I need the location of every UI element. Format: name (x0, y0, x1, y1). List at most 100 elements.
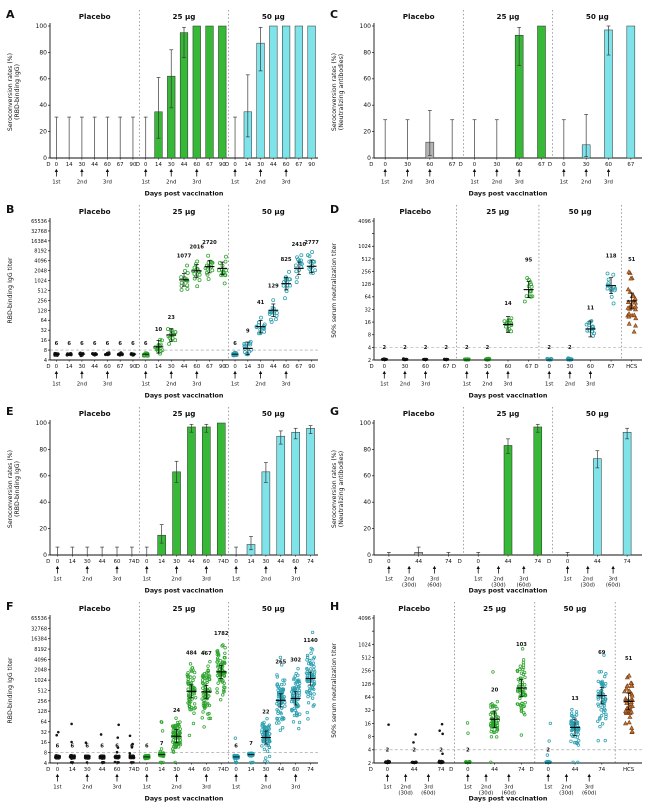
svg-text:D: D (135, 767, 139, 773)
svg-text:60: 60 (193, 162, 200, 168)
svg-text:32768: 32768 (31, 229, 47, 235)
svg-text:D: D (369, 767, 373, 773)
svg-text:3rd: 3rd (504, 785, 513, 791)
svg-text:50 µg: 50 µg (262, 207, 285, 216)
svg-text:2nd: 2nd (481, 785, 491, 791)
svg-text:4096: 4096 (358, 616, 371, 622)
svg-text:3rd: 3rd (103, 180, 112, 186)
svg-text:60: 60 (363, 473, 371, 480)
svg-text:1st: 1st (381, 180, 389, 186)
svg-text:80: 80 (39, 49, 47, 56)
svg-text:3rd: 3rd (424, 785, 433, 791)
svg-text:256: 256 (361, 269, 371, 275)
svg-text:3rd: 3rd (103, 382, 112, 388)
svg-text:2nd: 2nd (261, 785, 271, 791)
svg-text:6: 6 (234, 743, 238, 749)
svg-text:RBD-binding IgG titer: RBD-binding IgG titer (7, 657, 14, 723)
svg-text:7: 7 (160, 741, 164, 747)
svg-text:Days post vaccination: Days post vaccination (469, 587, 548, 595)
svg-text:20: 20 (363, 526, 371, 533)
svg-text:(60d): (60d) (582, 791, 597, 797)
svg-text:60: 60 (283, 162, 290, 168)
panel-E: E Seroconversion rates (%) (RBD-binding Ig… (4, 403, 322, 600)
svg-text:D: D (136, 364, 140, 370)
svg-text:80: 80 (39, 446, 47, 453)
svg-text:30: 30 (84, 559, 91, 565)
svg-text:D: D (46, 162, 50, 168)
panel-A-chart: A Seroconversion rates (%) (RBD-binding Ig… (6, 8, 318, 198)
svg-text:74: 74 (307, 767, 314, 773)
svg-text:D: D (548, 162, 552, 168)
svg-text:14: 14 (244, 364, 251, 370)
svg-text:512: 512 (361, 257, 371, 263)
svg-text:3rd: 3rd (585, 785, 594, 791)
svg-text:(30d): (30d) (398, 791, 413, 797)
svg-text:2: 2 (444, 345, 448, 351)
svg-text:3rd: 3rd (202, 577, 211, 583)
svg-text:D: D (449, 767, 453, 773)
svg-text:467: 467 (201, 651, 212, 657)
svg-text:30: 30 (168, 162, 175, 168)
svg-text:67: 67 (449, 162, 456, 168)
svg-text:44: 44 (277, 559, 284, 565)
svg-text:4: 4 (44, 358, 47, 364)
svg-text:129: 129 (268, 284, 279, 290)
svg-text:44: 44 (181, 162, 188, 168)
svg-text:60: 60 (516, 162, 523, 168)
svg-text:1st: 1st (143, 577, 151, 583)
svg-text:2016: 2016 (190, 244, 205, 250)
svg-text:44: 44 (270, 162, 277, 168)
svg-text:2: 2 (465, 345, 469, 351)
svg-text:Seroconversion rates (%): Seroconversion rates (%) (7, 53, 14, 131)
svg-text:B: B (6, 203, 14, 216)
svg-text:2nd: 2nd (482, 382, 492, 388)
svg-text:(Neutralizing antibodies): (Neutralizing antibodies) (338, 451, 345, 527)
svg-text:14: 14 (504, 301, 512, 307)
svg-text:HCS: HCS (623, 767, 635, 773)
svg-text:14: 14 (248, 767, 255, 773)
svg-text:0: 0 (234, 767, 238, 773)
svg-text:67: 67 (117, 162, 124, 168)
svg-text:20: 20 (363, 129, 371, 136)
svg-text:25 µg: 25 µg (497, 12, 520, 21)
svg-text:44: 44 (91, 162, 98, 168)
svg-text:20: 20 (491, 688, 499, 694)
svg-text:D: D (136, 162, 140, 168)
svg-text:6: 6 (80, 341, 84, 347)
svg-text:D: D (547, 559, 551, 565)
svg-text:8: 8 (44, 751, 47, 757)
svg-text:4: 4 (368, 345, 371, 351)
svg-text:1024: 1024 (34, 678, 47, 684)
svg-text:2: 2 (486, 345, 490, 351)
svg-text:30: 30 (257, 162, 264, 168)
svg-text:6: 6 (71, 743, 75, 749)
svg-text:90: 90 (308, 364, 315, 370)
svg-text:32: 32 (41, 328, 47, 334)
svg-text:0: 0 (367, 155, 371, 162)
svg-text:90: 90 (308, 162, 315, 168)
svg-text:74: 74 (534, 559, 541, 565)
svg-text:44: 44 (99, 559, 106, 565)
svg-text:D: D (46, 767, 50, 773)
svg-text:1024: 1024 (34, 278, 47, 284)
svg-text:2nd: 2nd (565, 382, 575, 388)
svg-text:0: 0 (144, 162, 148, 168)
svg-text:3rd: 3rd (519, 577, 528, 583)
svg-text:2nd: 2nd (77, 382, 87, 388)
svg-text:32: 32 (365, 708, 371, 714)
svg-text:Days post vaccination: Days post vaccination (145, 190, 224, 198)
svg-text:0: 0 (383, 162, 387, 168)
svg-text:512: 512 (361, 655, 371, 661)
svg-text:0: 0 (466, 767, 470, 773)
svg-text:14: 14 (69, 767, 76, 773)
svg-text:256: 256 (37, 298, 47, 304)
svg-text:118: 118 (606, 254, 617, 260)
svg-text:10: 10 (155, 327, 163, 333)
svg-text:50 µg: 50 µg (586, 409, 609, 418)
svg-text:1024: 1024 (358, 642, 371, 648)
svg-text:25 µg: 25 µg (173, 604, 196, 613)
svg-text:Days post vaccination: Days post vaccination (469, 190, 548, 198)
svg-text:3rd: 3rd (504, 382, 513, 388)
svg-text:0: 0 (465, 364, 469, 370)
